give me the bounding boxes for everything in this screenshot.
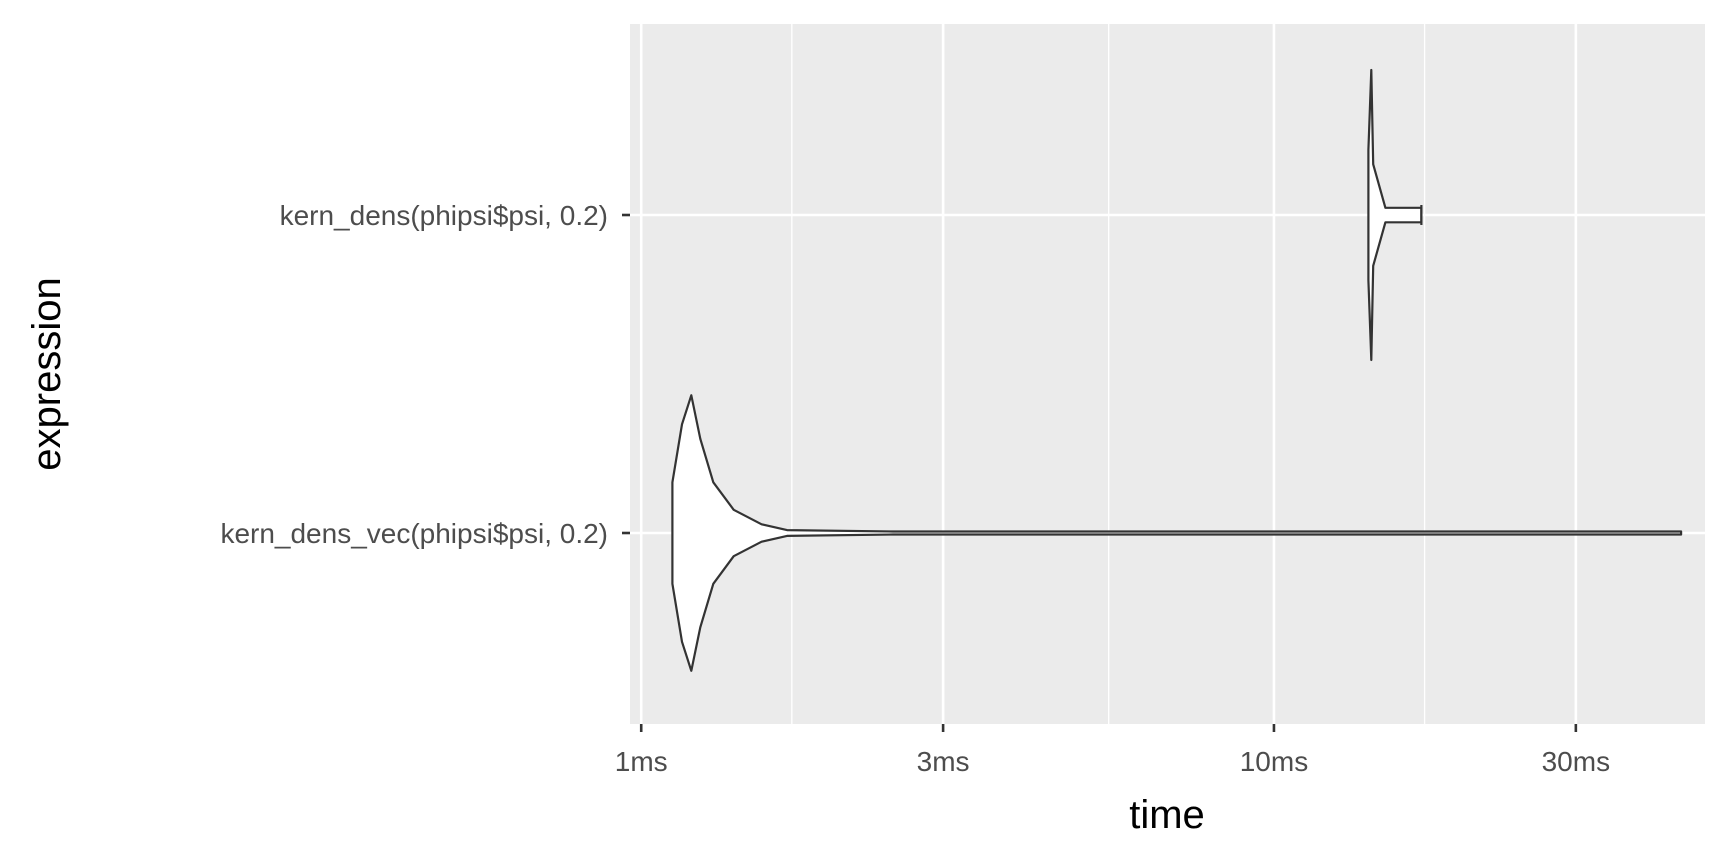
x-axis: 1ms 3ms 10ms 30ms (615, 724, 1610, 777)
x-axis-title: time (1129, 793, 1205, 837)
x-tick-label: 10ms (1240, 746, 1308, 777)
y-tick-label: kern_dens_vec(phipsi$psi, 0.2) (220, 518, 608, 549)
violin-shape (671, 394, 1683, 672)
x-tick-label: 1ms (615, 746, 668, 777)
plot-panel (630, 24, 1705, 724)
y-axis-title: expression (25, 277, 69, 470)
x-tick-label: 30ms (1542, 746, 1610, 777)
grid-minor (791, 24, 1426, 724)
x-tick-label: 3ms (917, 746, 970, 777)
y-axis: kern_dens_vec(phipsi$psi, 0.2) kern_dens(… (220, 200, 630, 549)
violins (671, 68, 1683, 672)
y-tick-label: kern_dens(phipsi$psi, 0.2) (280, 200, 608, 231)
